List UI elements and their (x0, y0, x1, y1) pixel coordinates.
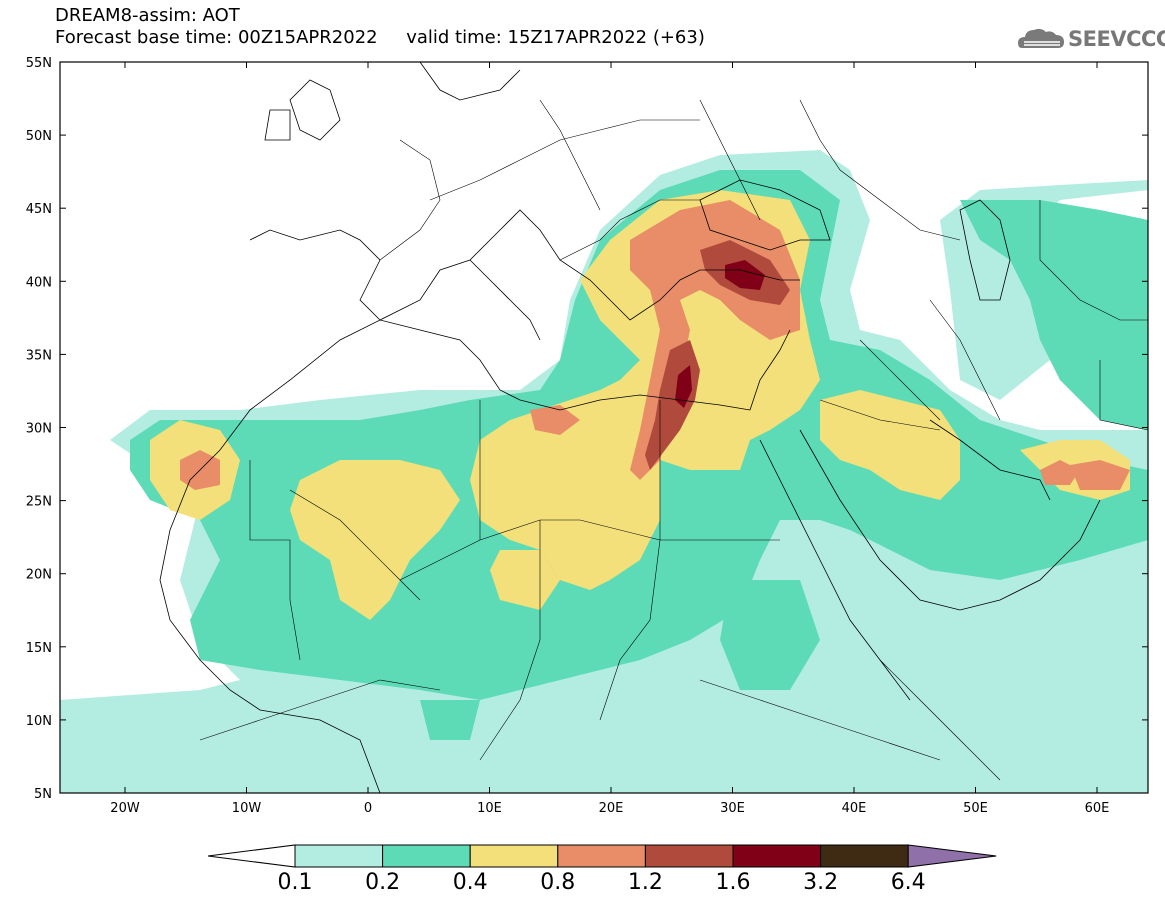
coastlines (159, 62, 1101, 793)
aot-level-1.6 (675, 260, 765, 408)
lat-tick-label: 55N (26, 56, 52, 71)
colorbar-label: 0.4 (452, 870, 488, 895)
lat-tick-label: 45N (26, 202, 52, 217)
lat-tick-label: 10N (26, 714, 52, 729)
lat-tick-label: 25N (26, 495, 52, 510)
lat-tick-label: 15N (26, 641, 52, 656)
lat-tick-label: 20N (26, 568, 52, 583)
colorbar-label: 1.6 (715, 870, 751, 895)
lon-tick-label: 30E (720, 801, 745, 816)
lon-tick-label: 10W (232, 801, 262, 816)
lon-tick-label: 50E (963, 801, 988, 816)
chart-title: DREAM8-assim: AOT (55, 5, 240, 26)
lat-tick-label: 35N (26, 348, 52, 363)
colorbar-label: 0.2 (365, 870, 401, 895)
colorbar-label: 0.1 (277, 870, 313, 895)
lat-tick-label: 50N (26, 129, 52, 144)
lat-axis: 55N 50N 45N 40N 35N 30N 25N 20N 15N 10N 5N (26, 56, 1148, 802)
colorbar-label: 0.8 (540, 870, 576, 895)
lon-tick-label: 0 (364, 801, 372, 816)
lon-tick-label: 60E (1085, 801, 1110, 816)
cloud-icon (1018, 28, 1064, 48)
country-borders (199, 99, 1148, 781)
lon-tick-label: 40E (842, 801, 867, 816)
lat-tick-label: 40N (26, 275, 52, 290)
lat-tick-label: 5N (34, 787, 52, 802)
logo-text: SEEVCCC (1068, 27, 1165, 51)
lat-tick-label: 30N (26, 422, 52, 437)
lon-tick-label: 20W (110, 801, 140, 816)
lon-axis: 20W 10W 0 10E 20E 30E 40E 50E 60E (110, 62, 1109, 816)
colorbar-label: 3.2 (803, 870, 839, 895)
colorbar-label: 1.2 (627, 870, 663, 895)
lon-tick-label: 10E (477, 801, 502, 816)
colorbar-label: 6.4 (890, 870, 926, 895)
chart-subtitle: Forecast base time: 00Z15APR2022 valid t… (55, 27, 705, 48)
lon-tick-label: 20E (599, 801, 624, 816)
